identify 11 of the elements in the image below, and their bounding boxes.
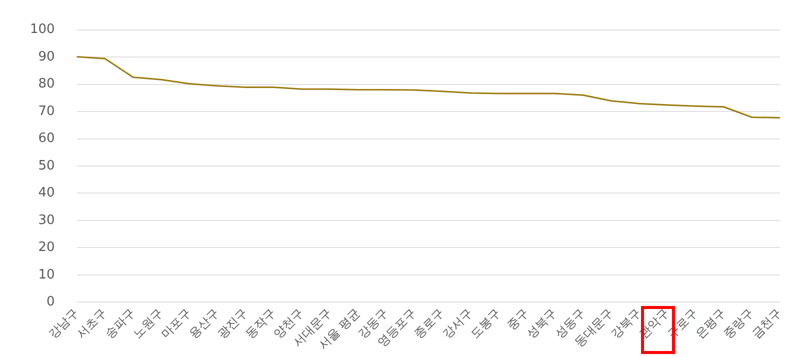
y-tick-label: 100	[30, 22, 55, 38]
y-tick-label: 10	[38, 267, 55, 282]
y-tick-label: 80	[38, 76, 55, 92]
y-tick-label: 50	[38, 158, 55, 174]
y-tick-label: 30	[38, 212, 55, 228]
y-tick-label: 40	[38, 186, 55, 201]
y-tick-label: 0	[46, 294, 55, 310]
y-tick-label: 90	[38, 49, 55, 64]
y-tick-label: 60	[38, 131, 55, 146]
y-tick-label: 20	[38, 240, 55, 256]
y-tick-label: 70	[38, 104, 55, 119]
